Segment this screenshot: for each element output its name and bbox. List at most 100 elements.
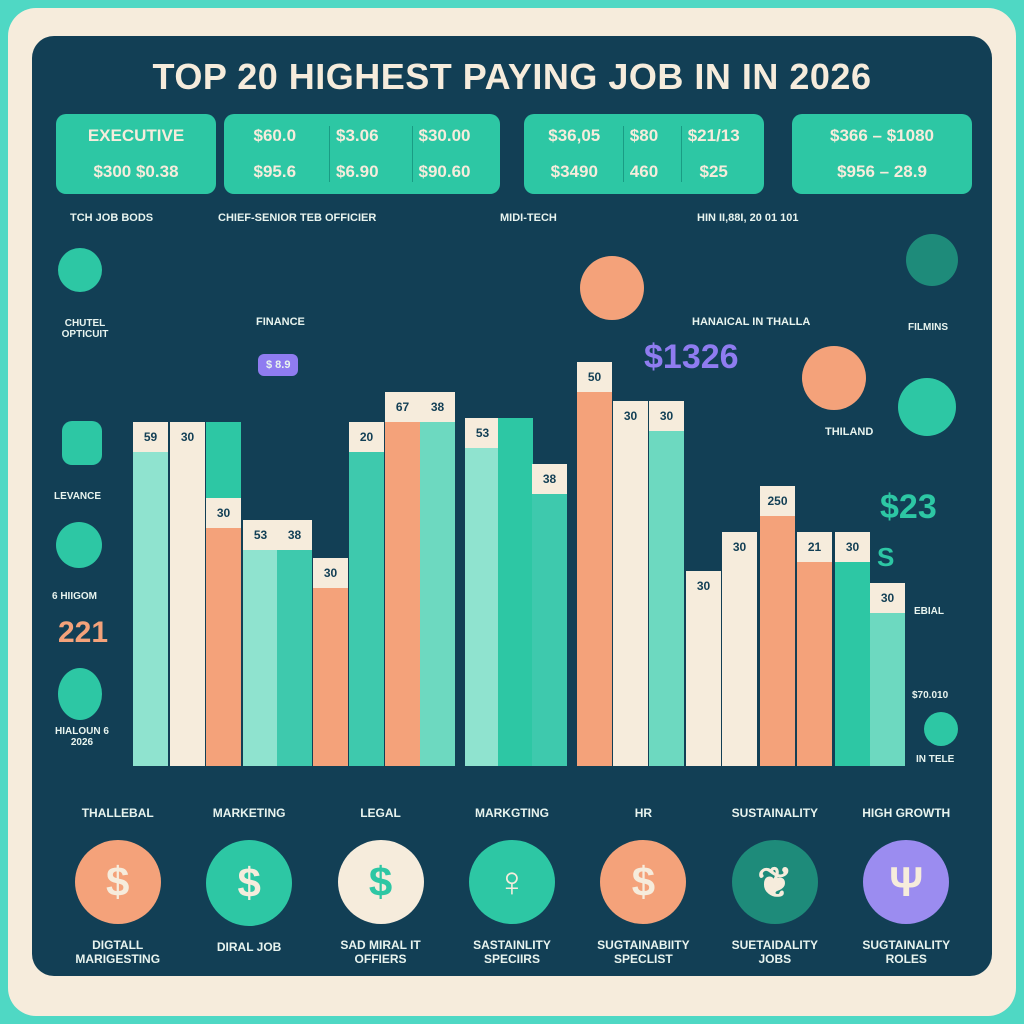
dollar-icon: $ [600,840,687,924]
dollar-s: S [877,542,895,572]
side-label: HIALOUN 6 2026 [55,726,109,748]
category-column: THALLEBAL $ DIGTALL MARIGESTING [58,806,178,966]
card-column: $80 460 [622,126,664,182]
card-value: $956 – 28.9 [837,162,927,181]
category-column: SUSTAINALITY ❦ SUETAIDALITY JOBS [715,806,835,966]
card-value: $60.0 [253,126,297,145]
card-value: $25 [699,162,728,181]
section-label: CHIEF-SENIOR TEB OFFICIER [218,212,377,224]
lightbulb-icon [58,668,102,720]
trident-icon: Ψ [863,840,950,924]
bar: 38 [420,392,455,766]
category-subtitle: SUGTAINALITY ROLES [862,938,951,966]
hanaical-label: HANAICAL IN THALLA [692,316,811,328]
bar-value-label: 38 [420,392,455,422]
card-value: $80 [629,126,659,145]
category-subtitle: SASTAINLITY SPECIIRS [473,938,551,966]
category-title: HR [634,806,653,820]
category-column: HR $ SUGTAINABIITY SPECLIST [583,806,703,966]
bar-value-label: 50 [577,362,612,393]
card-column: $30.00 $90.60 [411,126,477,182]
side-label: 6 HIIGOM [52,591,98,602]
infographic-panel: TOP 20 HIGHEST PAYING JOB IN IN 2026 EXE… [32,36,992,976]
bar: 21 [797,532,832,766]
category-subtitle: DIGTALL MARIGESTING [75,938,161,966]
bar: 53 [465,417,500,766]
bar-value-label: 53 [243,519,278,550]
category-column: MARKGTING ♀ SASTAINLITY SPECIIRS [452,806,572,966]
card-value: $36,05 [548,126,601,145]
bar: 50 [577,362,612,766]
category-title: HIGH GROWTH [862,806,951,820]
shield-icon [62,421,102,465]
bar: 30 [722,532,757,766]
section-label: HIN II,88I, 20 01 101 [697,212,799,224]
card-value: $30.00 [418,126,471,145]
category-subtitle: DIRAL JOB [216,940,282,954]
card-value: EXECUTIVE [87,126,185,145]
bar: 30 [206,498,241,766]
category-subtitle: SAD MIRAL IT OFFIERS [340,938,421,966]
category-column: HIGH GROWTH Ψ SUGTAINALITY ROLES [846,806,966,966]
bar: 53 [243,519,278,766]
category-title: MARKETING [212,806,286,820]
side-number: 221 [58,616,109,649]
page-title: TOP 20 HIGHEST PAYING JOB IN IN 2026 [152,56,872,97]
bar-value-label: 21 [797,532,832,563]
side-label: EBIAL [914,606,944,617]
salary-card: EXECUTIVE $300 $0.38 [56,114,216,194]
category-column: LEGAL $ SAD MIRAL IT OFFIERS [321,806,441,966]
globe-icon [56,522,102,568]
bar: 250 [760,485,795,766]
salary-card: $60.0 $95.6 $3.06 $6.90 $30.00 $90.60 [224,114,500,194]
card-value: $95.6 [253,162,297,181]
bar-value-label: 30 [170,421,205,452]
thiland-label: THILAND [825,426,874,438]
lightbulb-icon [802,346,866,410]
dollar-icon: $ [337,840,424,924]
bar: 30 [313,557,348,766]
lock-icon [898,378,956,436]
bar: 30 [835,532,870,766]
bar-value-label: 30 [722,532,757,563]
card-value: $366 – $1080 [830,126,934,145]
bar-value-label: 30 [206,498,241,529]
bar: 67 [385,392,420,766]
dollar-icon: $ [206,840,293,926]
bar-value-label: 20 [349,421,384,452]
dollar-icon: $ [74,840,161,924]
section-label: TCH JOB BODS [70,212,154,224]
side-label: IN TELE [916,754,955,765]
bar-value-label: 59 [133,421,168,452]
side-label: $70.010 [912,690,949,701]
side-label: CHUTEL OPTICUIT [61,318,109,340]
card-value: $3.06 [336,126,379,145]
bar-value-label: 38 [277,519,312,550]
card-column: $21/13 $25 [680,126,746,182]
bar: 30 [649,400,684,766]
bar-value-label: 67 [385,392,420,422]
card-value: $6.90 [336,162,379,181]
category-title: SUSTAINALITY [731,806,819,820]
salary-card: $366 – $1080 $956 – 28.9 [792,114,972,194]
bar: 30 [170,421,205,766]
bar: 38 [277,519,312,766]
card-column: $366 – $1080 $956 – 28.9 [824,126,940,182]
card-column: $36,05 $3490 [542,126,606,182]
bar-value-label: 30 [835,532,870,563]
plant-icon: ❦ [731,840,818,924]
category-title: LEGAL [360,806,401,820]
bar: 38 [532,464,567,766]
bar-value-label: 30 [613,400,648,431]
bar [498,417,533,766]
globe-icon [58,248,102,292]
gear-icon [906,234,958,286]
bar-value-label: 250 [760,485,795,516]
bar-value-label: 53 [465,417,500,448]
category-column: MARKETING $ DIRAL JOB [189,806,309,966]
side-label: LEVANCE [54,491,102,502]
card-column: $60.0 $95.6 [247,126,302,182]
card-value: $3490 [550,162,598,181]
bar-value-label: 38 [532,464,567,495]
bar-value-label: 30 [313,557,348,588]
